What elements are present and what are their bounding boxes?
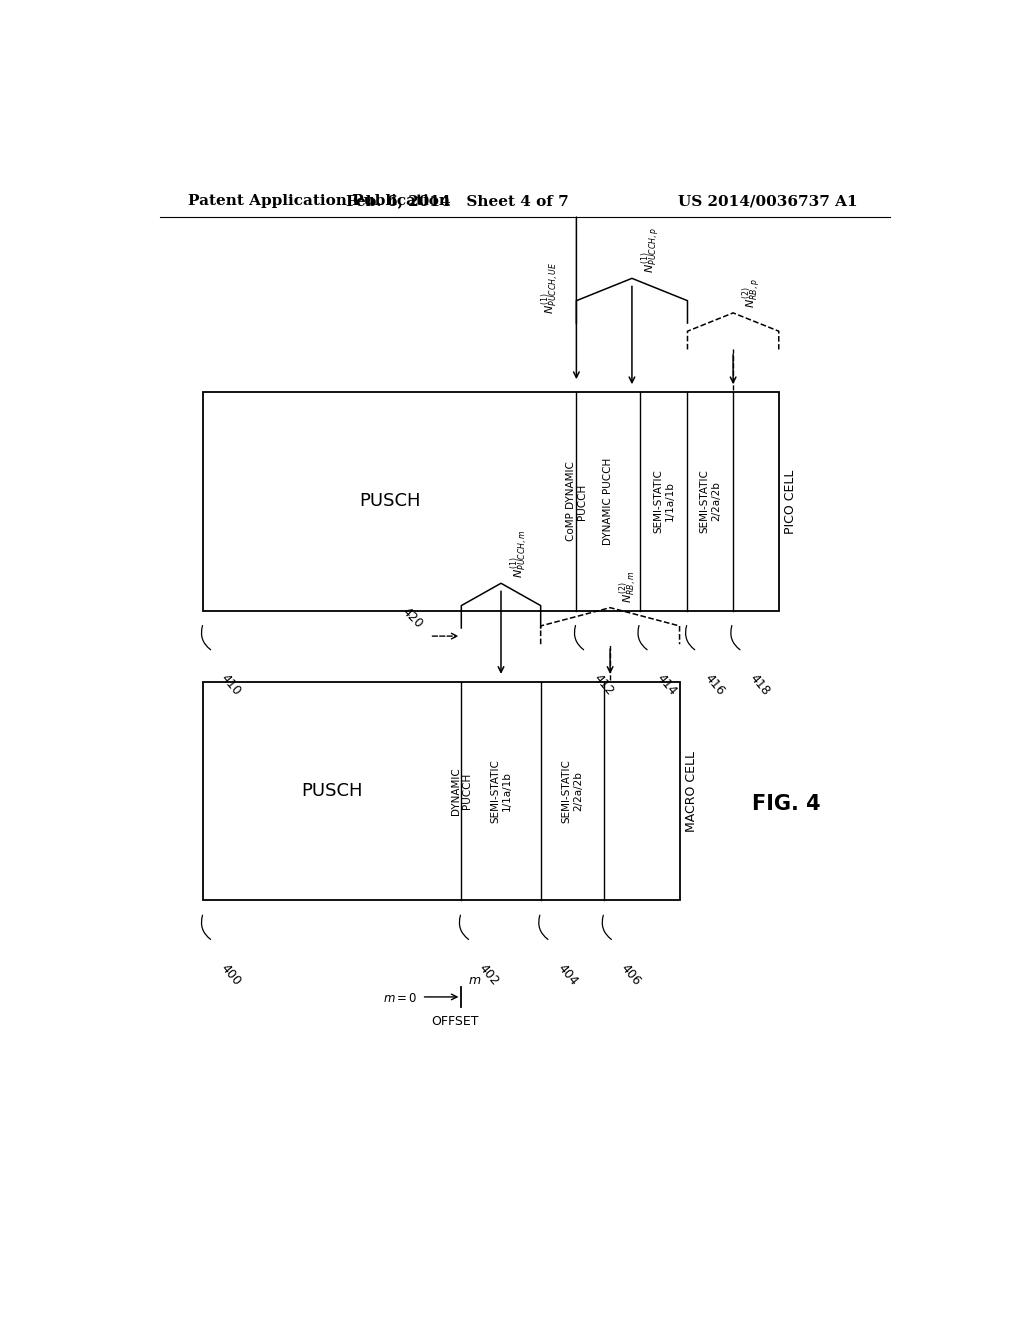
Bar — [204, 682, 680, 900]
Text: DYNAMIC
PUCCH: DYNAMIC PUCCH — [451, 767, 472, 814]
Text: DYNAMIC PUCCH: DYNAMIC PUCCH — [603, 458, 613, 545]
Text: $\mathit{N}^{(2)}_{RB,p}$: $\mathit{N}^{(2)}_{RB,p}$ — [741, 279, 765, 308]
Text: SEMI-STATIC
1/1a/1b: SEMI-STATIC 1/1a/1b — [490, 759, 512, 824]
Text: 418: 418 — [748, 672, 772, 698]
Text: 410: 410 — [218, 672, 243, 698]
Text: 416: 416 — [701, 672, 727, 698]
Text: OFFSET: OFFSET — [431, 1015, 478, 1028]
Text: FIG. 4: FIG. 4 — [753, 793, 821, 814]
Text: 412: 412 — [591, 672, 615, 698]
Text: $m = 0$: $m = 0$ — [383, 993, 418, 1006]
Bar — [204, 392, 778, 611]
Text: 402: 402 — [475, 961, 501, 987]
Text: 404: 404 — [555, 961, 581, 987]
Text: SEMI-STATIC
2/2a/2b: SEMI-STATIC 2/2a/2b — [699, 470, 721, 533]
Text: SEMI-STATIC
2/2a/2b: SEMI-STATIC 2/2a/2b — [561, 759, 584, 824]
Text: $\mathit{N}^{(1)}_{PUCCH,p}$: $\mathit{N}^{(1)}_{PUCCH,p}$ — [640, 227, 664, 273]
Text: $\mathit{N}^{(1)}_{PUCCH,UE}$: $\mathit{N}^{(1)}_{PUCCH,UE}$ — [540, 261, 562, 314]
Text: $\mathit{N}^{(1)}_{PUCCH,m}$: $\mathit{N}^{(1)}_{PUCCH,m}$ — [509, 529, 531, 578]
Text: 406: 406 — [618, 961, 644, 987]
Text: 420: 420 — [399, 605, 426, 631]
Text: 400: 400 — [218, 961, 243, 987]
Text: PUSCH: PUSCH — [302, 783, 364, 800]
Text: CoMP DYNAMIC
PUCCH: CoMP DYNAMIC PUCCH — [565, 462, 587, 541]
Text: PICO CELL: PICO CELL — [784, 469, 797, 533]
Text: $m$: $m$ — [468, 974, 481, 987]
Text: Patent Application Publication: Patent Application Publication — [187, 194, 450, 209]
Text: $\mathit{N}^{(2)}_{RB,m}$: $\mathit{N}^{(2)}_{RB,m}$ — [618, 570, 640, 602]
Text: PUSCH: PUSCH — [359, 492, 421, 511]
Text: US 2014/0036737 A1: US 2014/0036737 A1 — [679, 194, 858, 209]
Text: SEMI-STATIC
1/1a/1b: SEMI-STATIC 1/1a/1b — [653, 470, 675, 533]
Text: 414: 414 — [654, 672, 679, 698]
Text: MACRO CELL: MACRO CELL — [685, 751, 698, 832]
Text: Feb. 6, 2014   Sheet 4 of 7: Feb. 6, 2014 Sheet 4 of 7 — [346, 194, 568, 209]
